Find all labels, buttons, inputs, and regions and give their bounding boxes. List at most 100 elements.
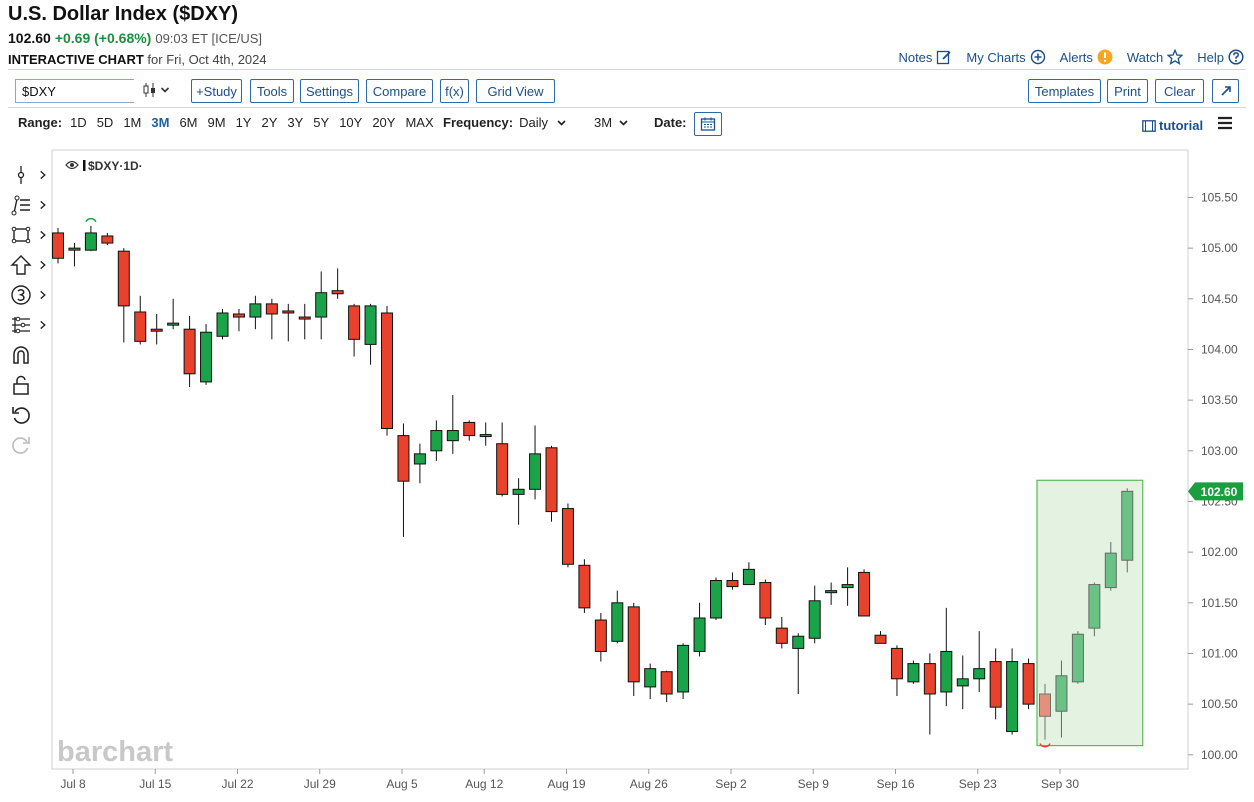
chart-type-selector[interactable]: [142, 82, 170, 98]
candle[interactable]: [792, 633, 805, 694]
candle[interactable]: [1104, 542, 1117, 591]
candle[interactable]: [989, 648, 1002, 720]
trendline-tool[interactable]: [10, 190, 50, 220]
candle[interactable]: [117, 248, 130, 343]
candle[interactable]: [660, 670, 673, 703]
candle[interactable]: [808, 585, 821, 644]
clear-button[interactable]: Clear: [1155, 79, 1204, 103]
candle[interactable]: [397, 423, 410, 537]
candle[interactable]: [200, 324, 213, 385]
candle[interactable]: [216, 308, 229, 340]
candle[interactable]: [68, 243, 81, 267]
undo-tool[interactable]: [10, 400, 50, 430]
candle[interactable]: [232, 308, 245, 332]
candle[interactable]: [463, 420, 476, 441]
compare-button[interactable]: Compare: [366, 79, 433, 103]
candle[interactable]: [529, 425, 542, 500]
range-10y[interactable]: 10Y: [339, 115, 363, 130]
candle[interactable]: [150, 314, 163, 345]
candle[interactable]: [282, 303, 295, 342]
candle[interactable]: [627, 602, 640, 697]
eye-icon[interactable]: [65, 160, 79, 170]
candle[interactable]: [940, 607, 953, 707]
candle[interactable]: [973, 631, 986, 692]
candle[interactable]: [841, 567, 854, 606]
candle[interactable]: [693, 602, 706, 657]
candle[interactable]: [858, 569, 871, 617]
candle[interactable]: [545, 445, 558, 522]
range-20y[interactable]: 20Y: [372, 115, 396, 130]
candle[interactable]: [348, 303, 361, 357]
candle[interactable]: [364, 303, 377, 365]
candle[interactable]: [759, 579, 772, 626]
candle[interactable]: [644, 663, 657, 700]
candle[interactable]: [315, 271, 328, 340]
watch-link[interactable]: Watch: [1127, 49, 1184, 65]
annotation-tool[interactable]: [10, 280, 50, 310]
arrow-tool[interactable]: [10, 250, 50, 280]
candle[interactable]: [611, 590, 624, 644]
candle[interactable]: [1039, 683, 1051, 740]
candle[interactable]: [446, 395, 459, 454]
crosshair-tool[interactable]: [10, 160, 50, 190]
function-button[interactable]: f(x): [440, 79, 469, 103]
menu-icon[interactable]: [1217, 116, 1233, 130]
candle[interactable]: [923, 653, 936, 735]
candle[interactable]: [413, 443, 426, 484]
lock-tool[interactable]: [10, 370, 50, 400]
range-3y[interactable]: 3Y: [287, 115, 304, 130]
period-select[interactable]: 3M: [594, 115, 629, 130]
candle[interactable]: [1121, 488, 1134, 573]
candle[interactable]: [101, 232, 114, 246]
print-button[interactable]: Print: [1107, 79, 1148, 103]
alerts-link[interactable]: Alerts: [1060, 49, 1113, 65]
range-9m[interactable]: 9M: [207, 115, 226, 130]
notes-link[interactable]: Notes: [898, 49, 952, 65]
candle[interactable]: [677, 643, 690, 700]
templates-button[interactable]: Templates: [1028, 79, 1101, 103]
candle[interactable]: [249, 295, 262, 330]
candle[interactable]: [1088, 582, 1101, 637]
range-1y[interactable]: 1Y: [235, 115, 252, 130]
candle[interactable]: [578, 559, 591, 613]
add-study-button[interactable]: +Study: [191, 79, 242, 103]
range-6m[interactable]: 6M: [179, 115, 198, 130]
shape-tool[interactable]: [10, 220, 50, 250]
candle[interactable]: [183, 316, 196, 387]
magnet-tool[interactable]: [10, 340, 50, 370]
range-max[interactable]: MAX: [405, 115, 434, 130]
symbol-input[interactable]: [16, 80, 204, 102]
candle[interactable]: [479, 422, 492, 446]
expand-button[interactable]: [1212, 79, 1239, 103]
candle[interactable]: [874, 631, 887, 644]
grid-view-button[interactable]: Grid View: [476, 79, 555, 103]
candle[interactable]: [265, 298, 278, 340]
candle[interactable]: [742, 562, 755, 586]
range-3m[interactable]: 3M: [151, 115, 170, 130]
candle[interactable]: [430, 420, 443, 461]
candle[interactable]: [1006, 648, 1019, 735]
candle[interactable]: [890, 645, 903, 697]
range-2y[interactable]: 2Y: [261, 115, 278, 130]
candle[interactable]: [775, 616, 788, 649]
candle[interactable]: [381, 305, 393, 436]
candle[interactable]: [496, 422, 509, 497]
candle[interactable]: [561, 503, 574, 568]
range-5y[interactable]: 5Y: [313, 115, 330, 130]
candle[interactable]: [726, 572, 739, 590]
my-charts-link[interactable]: My Charts: [966, 49, 1045, 65]
date-picker-button[interactable]: [694, 112, 722, 136]
settings-button[interactable]: Settings: [300, 79, 359, 103]
candle[interactable]: [710, 577, 722, 621]
candle[interactable]: [594, 612, 607, 662]
frequency-select[interactable]: Daily: [519, 115, 567, 130]
range-5d[interactable]: 5D: [96, 115, 114, 130]
tools-button[interactable]: Tools: [250, 79, 294, 103]
candle[interactable]: [1055, 660, 1068, 738]
fibonacci-tool[interactable]: [10, 310, 50, 340]
redo-tool[interactable]: [10, 430, 50, 460]
candle[interactable]: [1022, 658, 1035, 710]
candle[interactable]: [512, 478, 525, 525]
range-1m[interactable]: 1M: [123, 115, 142, 130]
